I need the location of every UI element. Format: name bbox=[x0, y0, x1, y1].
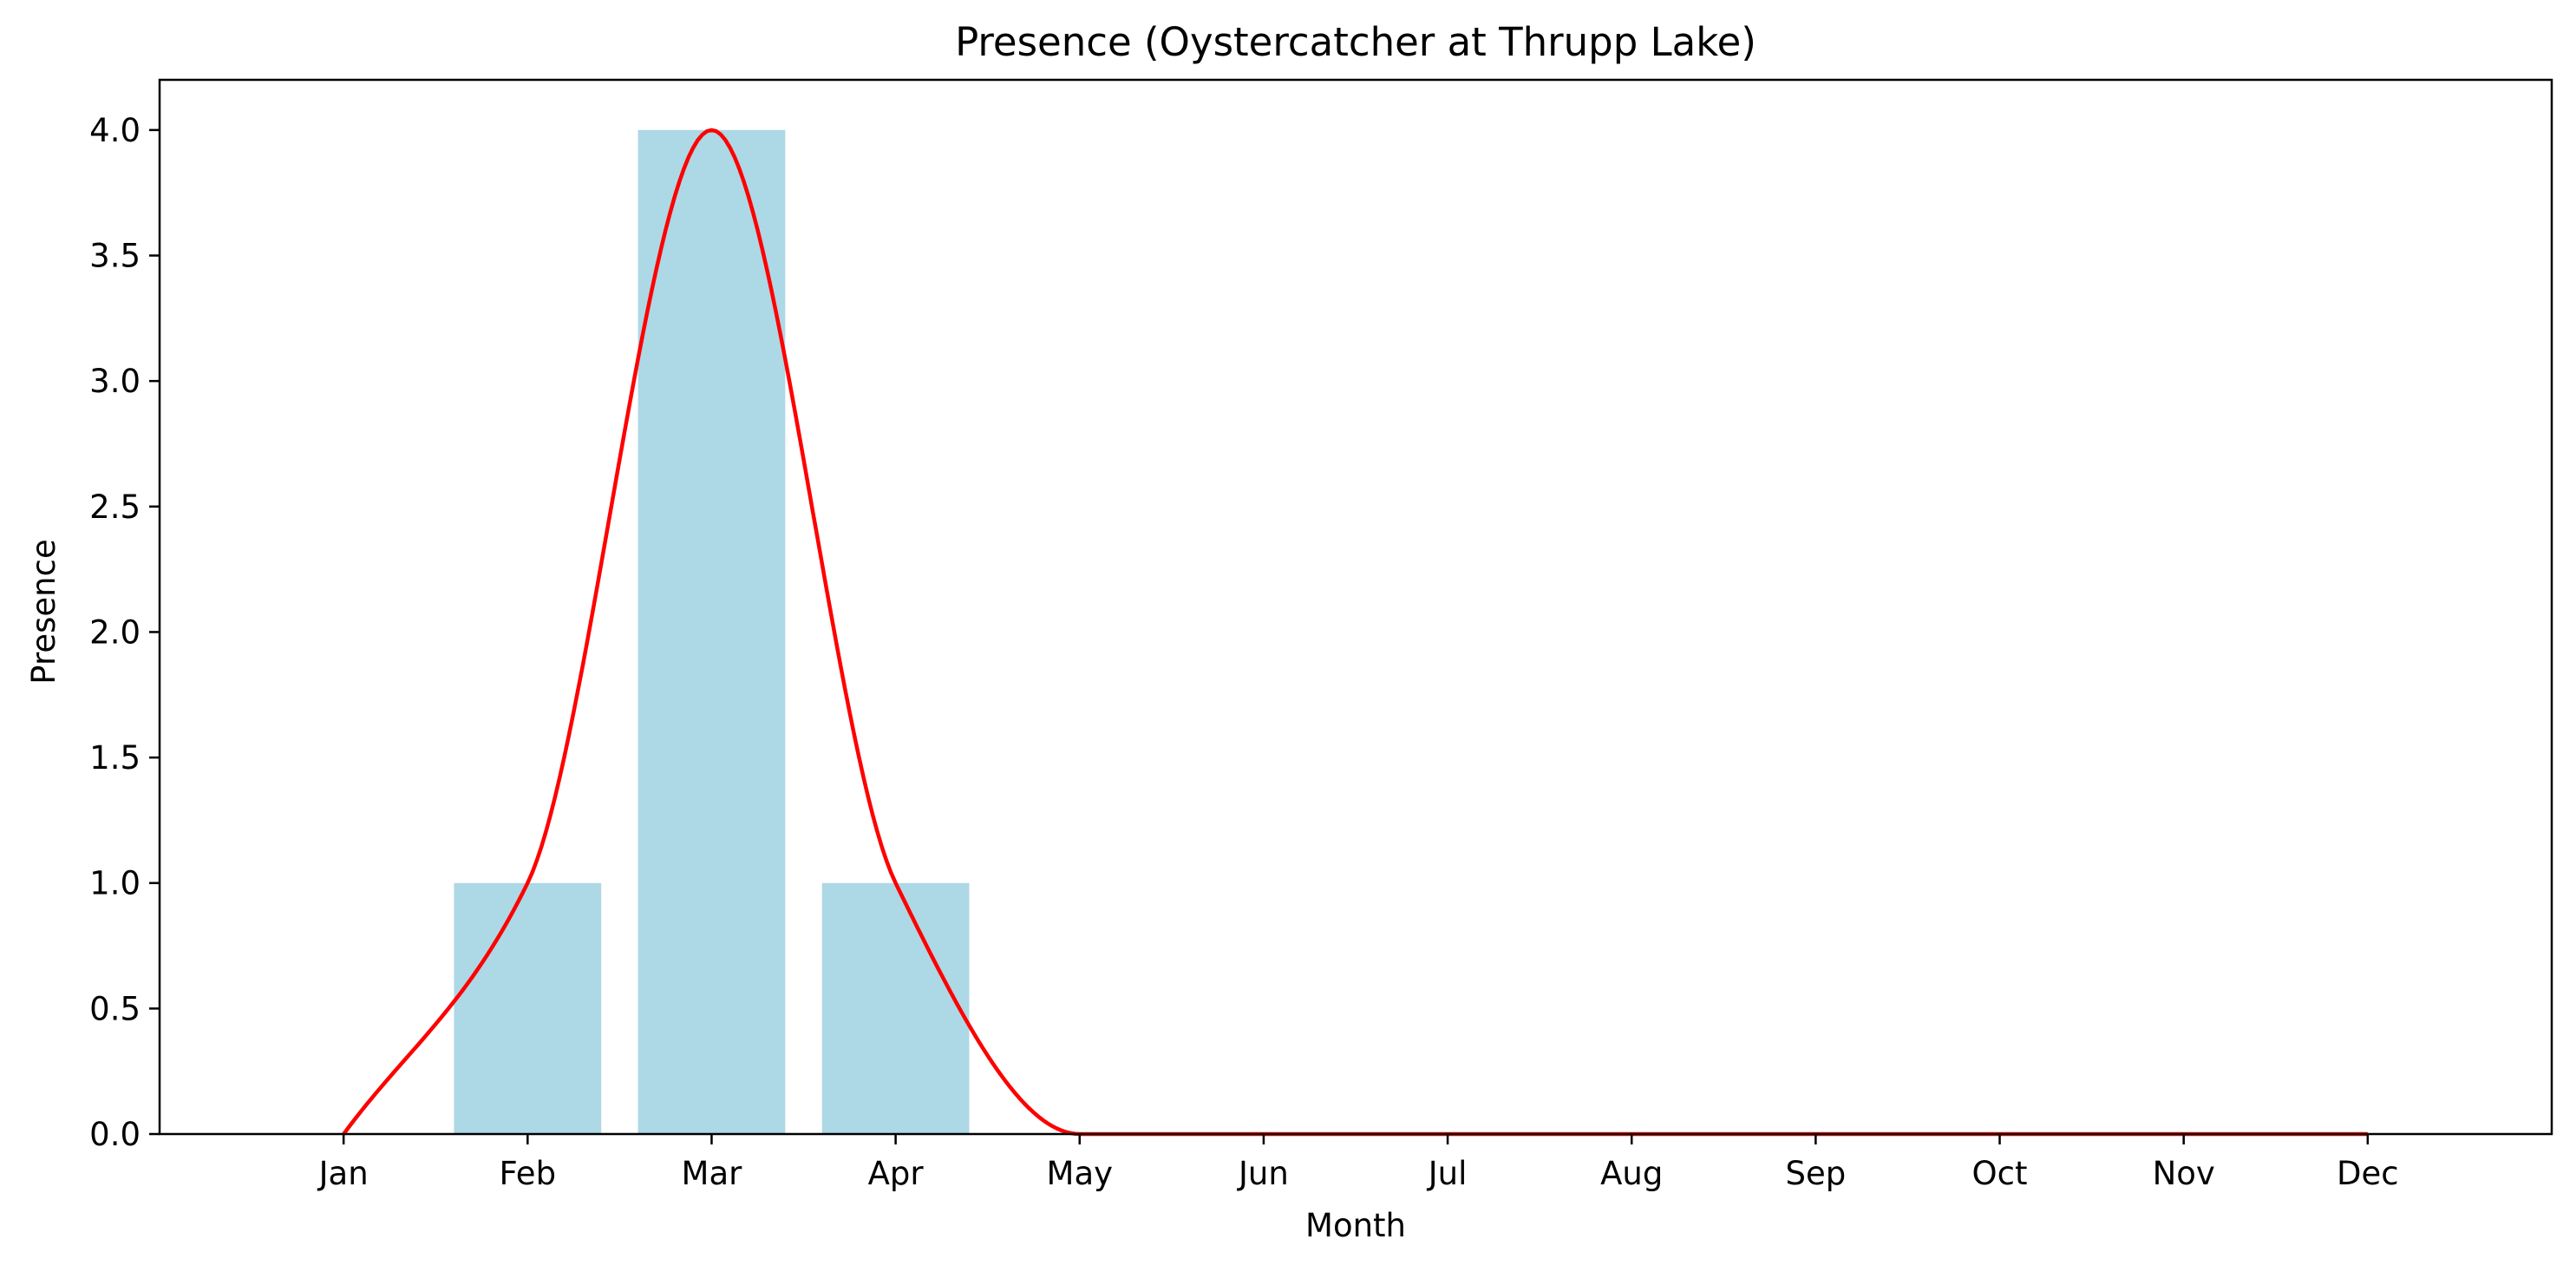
y-tick-label: 1.0 bbox=[89, 865, 141, 902]
y-axis: 0.0 0.5 1.0 1.5 2.0 2.5 3.0 3.5 4.0 bbox=[89, 112, 160, 1153]
plot-area bbox=[342, 128, 2368, 1137]
x-tick-label-jan: Jan bbox=[317, 1155, 369, 1192]
x-tick-label-jul: Jul bbox=[1427, 1155, 1468, 1192]
x-tick-label-dec: Dec bbox=[2337, 1155, 2399, 1192]
x-tick-label-feb: Feb bbox=[500, 1155, 557, 1192]
y-tick-label: 2.0 bbox=[89, 613, 141, 651]
x-tick-label-sep: Sep bbox=[1786, 1155, 1847, 1192]
x-tick-label-jun: Jun bbox=[1237, 1155, 1289, 1192]
x-tick-label-mar: Mar bbox=[682, 1155, 743, 1192]
x-tick-label-may: May bbox=[1047, 1155, 1114, 1192]
x-tick-label-aug: Aug bbox=[1600, 1155, 1663, 1192]
y-tick-label: 3.5 bbox=[89, 238, 141, 275]
chart-title: Presence (Oystercatcher at Thrupp Lake) bbox=[955, 19, 1756, 65]
y-tick-label: 2.5 bbox=[89, 488, 141, 526]
y-tick-label: 0.5 bbox=[89, 990, 141, 1027]
y-tick-label: 0.0 bbox=[89, 1116, 141, 1153]
axes-frame bbox=[158, 78, 2553, 1136]
bar-apr bbox=[821, 882, 970, 1134]
y-tick-label: 4.0 bbox=[89, 112, 141, 149]
x-tick-label-oct: Oct bbox=[1972, 1155, 2028, 1192]
y-axis-label: Presence bbox=[25, 539, 62, 684]
y-tick-label: 1.5 bbox=[89, 739, 141, 777]
bar-mar bbox=[637, 129, 786, 1134]
x-axis-label: Month bbox=[1305, 1207, 1406, 1244]
y-tick-label: 3.0 bbox=[89, 363, 141, 400]
x-tick-label-apr: Apr bbox=[868, 1155, 925, 1192]
x-tick-label-nov: Nov bbox=[2153, 1155, 2215, 1192]
x-axis: Jan Feb Mar Apr May Jun Jul Aug Sep Oct Nov Dec bbox=[317, 1134, 2399, 1192]
bar-feb bbox=[454, 882, 602, 1134]
